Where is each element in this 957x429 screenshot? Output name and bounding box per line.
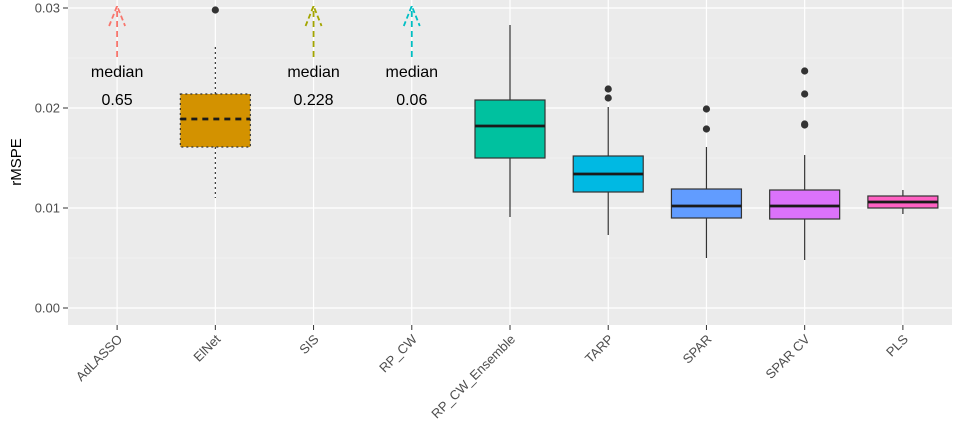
y-tick-label: 0.03: [35, 1, 60, 16]
box-body: [179, 93, 251, 148]
box-rp-cw-ensemble: [474, 25, 546, 217]
x-tick-label-spar-cv: SPAR CV: [763, 331, 814, 382]
median-label: median: [91, 64, 143, 81]
x-tick-label-spar: SPAR: [680, 332, 715, 367]
offscale-annotations: median 0.65 median 0.228 median 0.06: [91, 3, 438, 109]
x-tick-label-tarp: TARP: [582, 332, 616, 366]
box-spar-cv: [769, 67, 841, 260]
x-tick-label-adlasso: AdLASSO: [73, 332, 126, 385]
y-tick-label: 0.01: [35, 201, 60, 216]
box-body: [769, 189, 841, 220]
outlier-point: [801, 67, 809, 75]
box-spar: [670, 105, 743, 258]
median-value: 0.06: [396, 92, 427, 109]
box-tarp: [572, 85, 644, 235]
x-axis: AdLASSO ElNet SIS RP_CW RP_CW_Ensemble TARP SP…: [73, 325, 911, 422]
median-label: median: [386, 64, 438, 81]
boxes: [179, 6, 939, 260]
offscale-sis: median 0.228: [287, 3, 340, 109]
box-elnet: [179, 6, 251, 198]
outlier-point: [211, 6, 219, 14]
median-value: 0.65: [102, 92, 133, 109]
y-axis: 0.00 0.01 0.02 0.03: [35, 1, 68, 316]
outlier-point: [604, 94, 612, 102]
outlier-point: [801, 90, 809, 98]
median-value: 0.228: [294, 92, 334, 109]
y-tick-label: 0.00: [35, 301, 60, 316]
x-tick-label-rp-cw: RP_CW: [376, 331, 420, 375]
x-tick-label-rp-cw-ensemble: RP_CW_Ensemble: [428, 332, 518, 422]
x-tick-label-elnet: ElNet: [190, 331, 223, 364]
offscale-adlasso: median 0.65: [91, 3, 143, 109]
x-tick-label-pls: PLS: [883, 331, 911, 359]
arrow-head-icon: [108, 3, 126, 27]
y-axis-title: rMSPE: [8, 138, 25, 186]
arrow-head-icon: [304, 3, 323, 27]
outlier-point: [702, 125, 711, 133]
x-tick-label-sis: SIS: [296, 331, 322, 357]
box-pls: [867, 190, 939, 214]
median-label: median: [287, 64, 339, 81]
box-body: [474, 99, 546, 159]
arrow-head-icon: [402, 3, 421, 27]
y-tick-label: 0.02: [35, 101, 60, 116]
offscale-rp-cw: median 0.06: [386, 3, 438, 109]
outlier-point: [801, 120, 809, 128]
outlier-point: [702, 105, 711, 113]
box-body: [670, 188, 743, 219]
outlier-point: [604, 85, 612, 93]
